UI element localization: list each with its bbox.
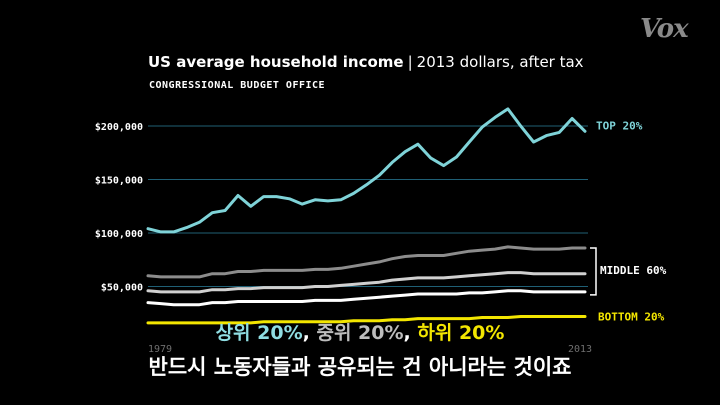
subtitle-caption-line-1: 상위 20%, 중위 20%, 하위 20% xyxy=(0,318,720,345)
chart-title: US average household income | 2013 dollars… xyxy=(148,53,584,71)
vox-logo: Vox xyxy=(640,14,689,44)
y-tick-label-0: $50,000 xyxy=(101,283,143,294)
series-line-0 xyxy=(146,107,587,234)
label-bottom-20: BOTTOM 20% xyxy=(598,310,665,323)
y-tick-label-2: $150,000 xyxy=(95,176,143,187)
x-tick-label-start: 1979 xyxy=(148,344,172,355)
caption-part-0: 상위 20% xyxy=(215,322,303,344)
series-line-4 xyxy=(146,315,587,325)
series-line-3 xyxy=(146,289,587,307)
caption-part-2: 중위 20% xyxy=(316,322,404,344)
caption-part-4: 하위 20% xyxy=(417,322,505,344)
series-line-2 xyxy=(146,271,587,294)
series-labels: TOP 20% MIDDLE 60% BOTTOM 20% xyxy=(590,119,667,323)
gridlines xyxy=(148,125,588,287)
caption-part-3: , xyxy=(403,322,418,344)
chart-source: CONGRESSIONAL BUDGET OFFICE xyxy=(149,80,326,91)
x-tick-label-end: 2013 xyxy=(568,344,592,355)
middle-bracket xyxy=(590,247,597,296)
y-tick-label-1: $100,000 xyxy=(95,229,143,240)
label-top-20: TOP 20% xyxy=(596,119,643,132)
chart-subtitle: 2013 dollars, after tax xyxy=(416,53,584,71)
series-line-1 xyxy=(146,245,587,279)
chart-title-text: US average household income xyxy=(148,53,404,71)
y-tick-labels: $50,000 $100,000 $150,000 $200,000 xyxy=(95,122,143,294)
label-middle-60: MIDDLE 60% xyxy=(600,264,667,277)
series-lines xyxy=(146,107,587,325)
caption-part-1: , xyxy=(302,322,317,344)
title-separator: | xyxy=(407,53,413,71)
y-tick-label-3: $200,000 xyxy=(95,122,143,133)
subtitle-caption-line-2: 반드시 노동자들과 공유되는 건 아니라는 것이죠 xyxy=(148,355,572,379)
x-tick-labels: 1979 2013 xyxy=(148,344,592,355)
